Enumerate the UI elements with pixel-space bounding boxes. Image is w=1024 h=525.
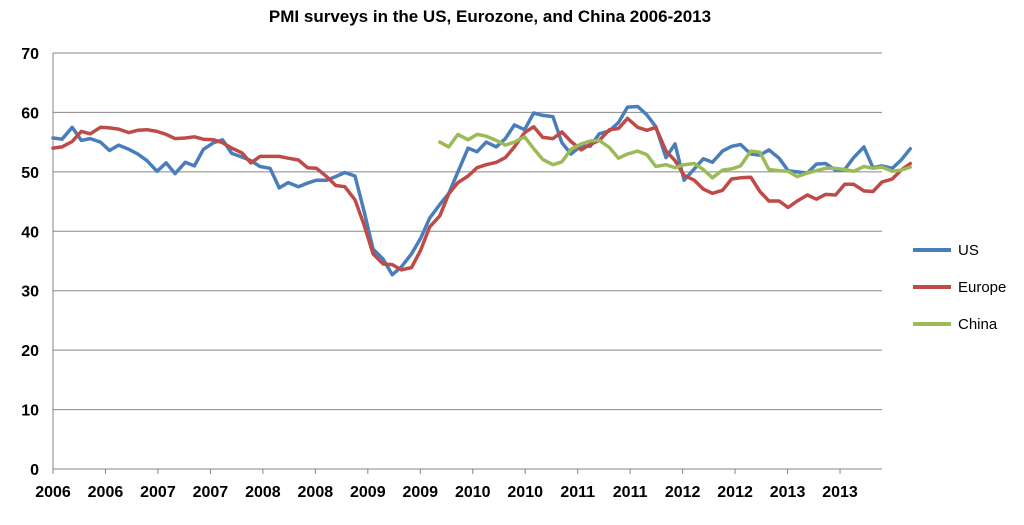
legend-label-china: China [958,316,998,333]
axes: 0 10 20 30 40 50 60 70 2006 2006 2007 2007 2008 2008 2… [21,46,882,501]
x-tick-label: 2011 [613,484,648,501]
x-tick-label: 2012 [717,484,753,501]
series-line-china [438,132,913,180]
y-tick-label: 40 [21,224,39,241]
legend-label-us: US [958,242,979,259]
y-tick-label: 50 [21,165,39,182]
chart-title: PMI surveys in the US, Eurozone, and Chi… [269,7,711,26]
y-tick-label: 60 [21,105,39,122]
y-tick-label: 20 [21,343,39,360]
series-line-europe [51,116,913,272]
x-tick-label: 2008 [245,484,281,501]
legend: US Europe China [913,242,1006,333]
x-tick-label: 2006 [88,484,124,501]
series-lines [51,104,913,277]
x-tick-label: 2009 [350,484,386,501]
x-tick-label: 2006 [35,484,71,501]
x-tick-label: 2009 [402,484,438,501]
x-tick-label: 2008 [298,484,334,501]
y-tick-label: 10 [21,403,39,420]
legend-label-europe: Europe [958,279,1006,296]
x-tick-label: 2007 [193,484,229,501]
x-tick-label: 2011 [560,484,595,501]
x-tick-label: 2013 [770,484,806,501]
x-tick-label: 2010 [455,484,491,501]
y-tick-label: 30 [21,284,39,301]
x-tick-label: 2007 [140,484,176,501]
x-tick-label: 2012 [665,484,701,501]
x-tick-label: 2010 [507,484,543,501]
y-tick-label: 0 [30,462,39,479]
series-line-us [51,104,913,277]
x-tick-label: 2013 [822,484,858,501]
y-tick-label: 70 [21,46,39,63]
grid [53,52,882,411]
